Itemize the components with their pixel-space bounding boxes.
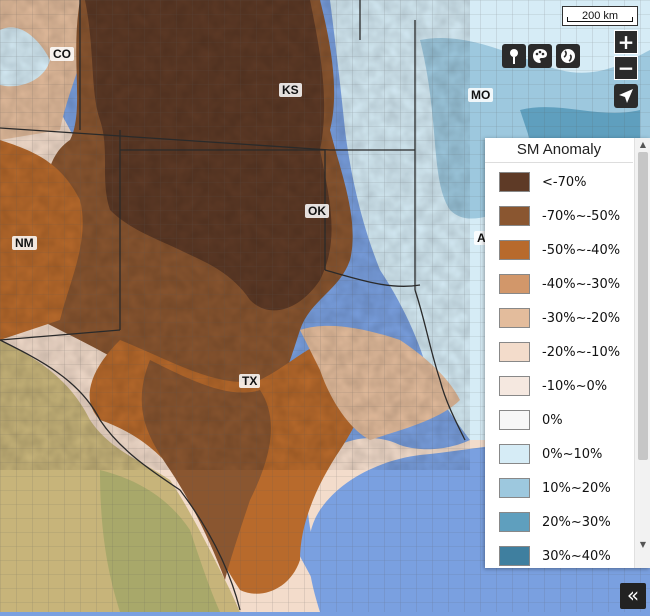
state-label-tx: TX	[239, 374, 261, 388]
zoom-out-button[interactable]: −	[614, 56, 638, 80]
legend-swatch	[499, 546, 530, 566]
scroll-up-icon[interactable]: ▲	[639, 140, 647, 149]
legend-swatch	[499, 444, 530, 464]
legend-swatch	[499, 240, 530, 260]
scale-bar: 200 km	[562, 6, 638, 26]
legend-label: -40%~-30%	[542, 276, 621, 292]
legend-swatch	[499, 206, 530, 226]
legend-item: <-70%	[499, 171, 586, 193]
legend-panel[interactable]: SM Anomaly <-70% -70%~-50% -50%~-40% -40%~-…	[485, 138, 650, 568]
legend-label: -50%~-40%	[542, 242, 621, 258]
state-label-co: CO	[50, 47, 74, 61]
legend-item: 10%~20%	[499, 477, 611, 499]
locate-button[interactable]	[614, 84, 638, 108]
legend-item: -70%~-50%	[499, 205, 620, 227]
legend-item: 0%	[499, 409, 563, 431]
legend-label: <-70%	[542, 174, 587, 190]
legend-label: 30%~40%	[542, 548, 611, 564]
navigation-arrow-icon	[619, 89, 633, 103]
legend-item: 0%~10%	[499, 443, 602, 465]
legend-swatch	[499, 512, 530, 532]
legend-item: -50%~-40%	[499, 239, 620, 261]
legend-title: SM Anomaly	[485, 138, 633, 163]
scroll-down-icon[interactable]: ▼	[639, 540, 647, 549]
legend-list[interactable]: <-70% -70%~-50% -50%~-40% -40%~-30% -30%~-20…	[485, 163, 633, 568]
state-label-ks: KS	[279, 83, 302, 97]
legend-swatch	[499, 308, 530, 328]
legend-label: 20%~30%	[542, 514, 611, 530]
legend-label: -20%~-10%	[542, 344, 621, 360]
legend-swatch	[499, 376, 530, 396]
state-label-mo: MO	[468, 88, 494, 102]
legend-label: -30%~-20%	[542, 310, 621, 326]
legend-swatch	[499, 410, 530, 430]
palette-button[interactable]	[528, 44, 552, 68]
collapse-panel-button[interactable]: «	[620, 583, 646, 609]
legend-item: 20%~30%	[499, 511, 611, 533]
legend-item: -20%~-10%	[499, 341, 620, 363]
legend-scrollbar[interactable]: ▲ ▼	[634, 138, 650, 568]
legend-swatch	[499, 478, 530, 498]
legend-item: -30%~-20%	[499, 307, 620, 329]
pin-button[interactable]	[502, 44, 526, 68]
legend-label: 0%~10%	[542, 446, 603, 462]
legend-label: 10%~20%	[542, 480, 611, 496]
globe-icon	[561, 49, 575, 63]
state-label-ok: OK	[305, 204, 329, 218]
legend-label: -70%~-50%	[542, 208, 621, 224]
legend-swatch	[499, 274, 530, 294]
scroll-thumb[interactable]	[638, 152, 648, 460]
legend-item: -10%~0%	[499, 375, 607, 397]
zoom-in-button[interactable]: +	[614, 30, 638, 54]
pin-icon	[510, 49, 518, 64]
legend-label: 0%	[542, 412, 563, 428]
state-label-nm: NM	[12, 236, 37, 250]
state-borders	[0, 0, 466, 611]
palette-icon	[533, 49, 547, 63]
basemap-button[interactable]	[556, 44, 580, 68]
legend-swatch	[499, 342, 530, 362]
legend-item: -40%~-30%	[499, 273, 620, 295]
legend-label: -10%~0%	[542, 378, 608, 394]
legend-swatch	[499, 172, 530, 192]
legend-item: 30%~40%	[499, 545, 611, 567]
